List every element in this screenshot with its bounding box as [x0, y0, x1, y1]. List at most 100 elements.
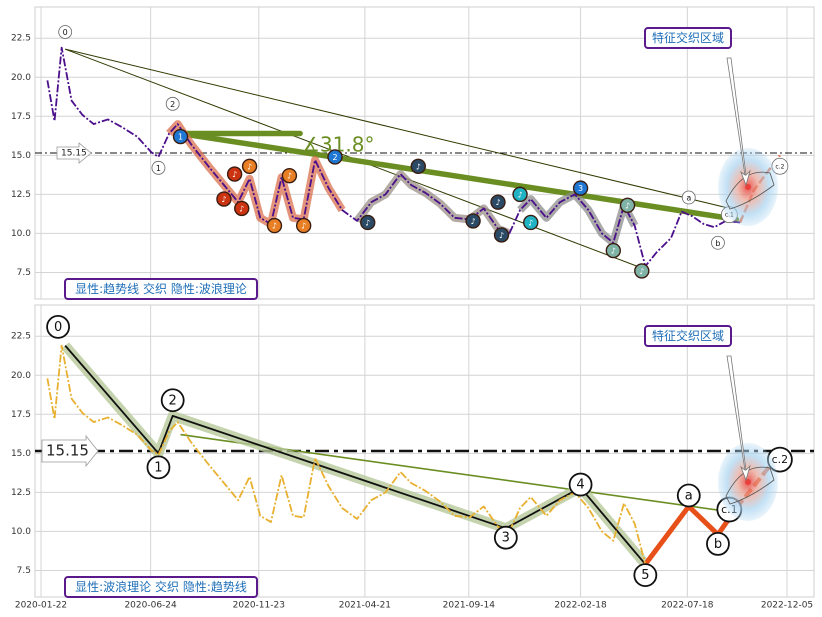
wave-marker	[681, 190, 696, 205]
y-tick-label: 22.5	[11, 332, 31, 342]
wave-marker-label: 4	[576, 478, 584, 493]
caption-box	[64, 576, 258, 598]
note-badge	[360, 214, 376, 231]
wave-marker-label: a	[686, 194, 691, 203]
wave-marker-label: c.2	[772, 453, 789, 466]
y-tick-label: 10.0	[11, 527, 31, 537]
wave-marker	[58, 25, 73, 39]
note-badge-glyph: ♪	[625, 201, 630, 210]
reference-label-arrow	[56, 142, 92, 164]
reference-label-arrow	[41, 434, 99, 468]
interaction-zone-center	[745, 184, 751, 190]
note-badge-glyph: ♪	[518, 190, 523, 199]
interaction-zone-wedge	[725, 171, 775, 210]
channel-upper-line	[65, 48, 737, 211]
wave-marker-label: b	[714, 537, 722, 552]
wave-marker-label: a	[685, 489, 693, 504]
note-badge	[619, 197, 636, 214]
y-tick-label: 10.0	[11, 229, 31, 239]
top-panel: 7.510.012.515.017.520.022.5 15.15 ∡31.8°1…	[11, 6, 815, 300]
caption-box	[64, 278, 258, 300]
zone-label: 特征交织区域	[652, 328, 724, 343]
y-tick-label: 17.5	[11, 410, 31, 420]
wave-marker	[160, 388, 185, 413]
trendline	[177, 130, 740, 223]
y-tick-label: 22.5	[11, 34, 31, 44]
x-tick-label: 2022-07-18	[661, 601, 714, 611]
caption-text: 显性:趋势线 交织 隐性:波浪理论	[75, 281, 247, 296]
note-badge	[295, 217, 312, 234]
x-tick-label: 2021-04-21	[339, 601, 391, 611]
y-tick-label: 20.0	[11, 371, 31, 381]
x-tick-label: 2021-09-14	[443, 601, 496, 611]
wave-marker	[706, 532, 730, 556]
note-badge-glyph: ♪	[499, 231, 504, 240]
bottom-y-tick-labels: 7.5 10.0 12.5 15.0 17.5 20.0 22.5	[11, 332, 31, 576]
wave-marker-label: 0	[63, 28, 68, 37]
note-badge	[493, 227, 510, 243]
caption-text: 显性:波浪理论 交织 隐性:趋势线	[75, 579, 247, 594]
y-tick-label: 12.5	[11, 190, 31, 200]
wave-marker-label: 5	[641, 568, 649, 583]
bottom-panel: 7.5 10.0 12.5 15.0 17.5 20.0 22.5 15.15 0 1 2 3 4 5 a…	[11, 304, 815, 611]
top-annotations: 15.15∡31.8°1♪♪♪♪♪♪♪2♪♪♪♪♪♪♪3♪♪♪012abc.1c…	[56, 25, 789, 300]
wave-marker	[676, 483, 701, 508]
note-badge-glyph: ♪	[301, 222, 306, 231]
bottom-price-series	[46, 344, 647, 565]
wave-marker-label: 1	[156, 164, 161, 173]
x-tick-label: 2020-01-22	[15, 601, 67, 611]
wave-marker-label: 0	[54, 320, 62, 335]
zone-pointer-arrow	[726, 355, 751, 482]
note-badge-glyph: ♪	[365, 218, 370, 227]
note-badge	[327, 149, 343, 165]
note-badge-glyph: ♪	[247, 162, 252, 171]
y-tick-label: 17.5	[11, 112, 31, 122]
note-badge-glyph: ♪	[272, 222, 277, 231]
x-tick-label: 2020-11-23	[233, 601, 285, 611]
wave-marker	[711, 235, 725, 250]
zone-label-box	[644, 27, 732, 49]
y-tick-label: 15.0	[11, 449, 31, 459]
top-gridlines	[35, 7, 814, 299]
zone-label-box	[644, 325, 732, 347]
interaction-zone-center	[745, 479, 751, 485]
note-badge	[234, 200, 250, 217]
wave-marker-label: 2	[169, 393, 177, 408]
reference-label: 15.15	[46, 442, 89, 460]
wave-marker-label: 1	[154, 460, 162, 475]
wave-marker	[568, 472, 593, 497]
note-badge	[465, 213, 481, 229]
note-badge-glyph: ♪	[611, 247, 616, 256]
note-badge	[266, 217, 283, 234]
y-tick-label: 20.0	[11, 73, 31, 83]
note-badge-glyph: ♪	[416, 162, 421, 171]
note-badge-glyph: ♪	[639, 267, 644, 276]
zone-pointer-arrow	[726, 57, 751, 187]
note-badge-glyph: ♪	[495, 198, 500, 207]
y-tick-label: 15.0	[11, 151, 31, 161]
wave-marker	[151, 160, 166, 175]
zone-label: 特征交织区域	[652, 30, 724, 45]
price-line	[46, 46, 741, 268]
reference-label: 15.15	[61, 149, 87, 159]
y-tick-label: 7.5	[17, 566, 31, 576]
note-badge-glyph: ♪	[528, 218, 533, 227]
wave-highlight-band	[353, 170, 511, 238]
note-badge-glyph: 2	[332, 153, 337, 162]
note-badge	[226, 166, 243, 182]
wave-marker	[633, 563, 658, 588]
note-badge	[523, 214, 539, 231]
note-badge	[281, 167, 298, 184]
note-badge	[572, 180, 589, 196]
wave-marker-label: 3	[502, 531, 510, 546]
wave-marker	[493, 525, 518, 550]
wave-marker-label: b	[715, 239, 720, 248]
note-badge	[605, 242, 622, 259]
note-badge	[634, 263, 650, 279]
note-badge-glyph: ♪	[239, 204, 244, 213]
note-badge-glyph: ♪	[471, 217, 476, 226]
y-tick-label: 12.5	[11, 488, 31, 498]
x-tick-label: 2022-02-18	[554, 601, 607, 611]
note-badge	[490, 194, 506, 210]
